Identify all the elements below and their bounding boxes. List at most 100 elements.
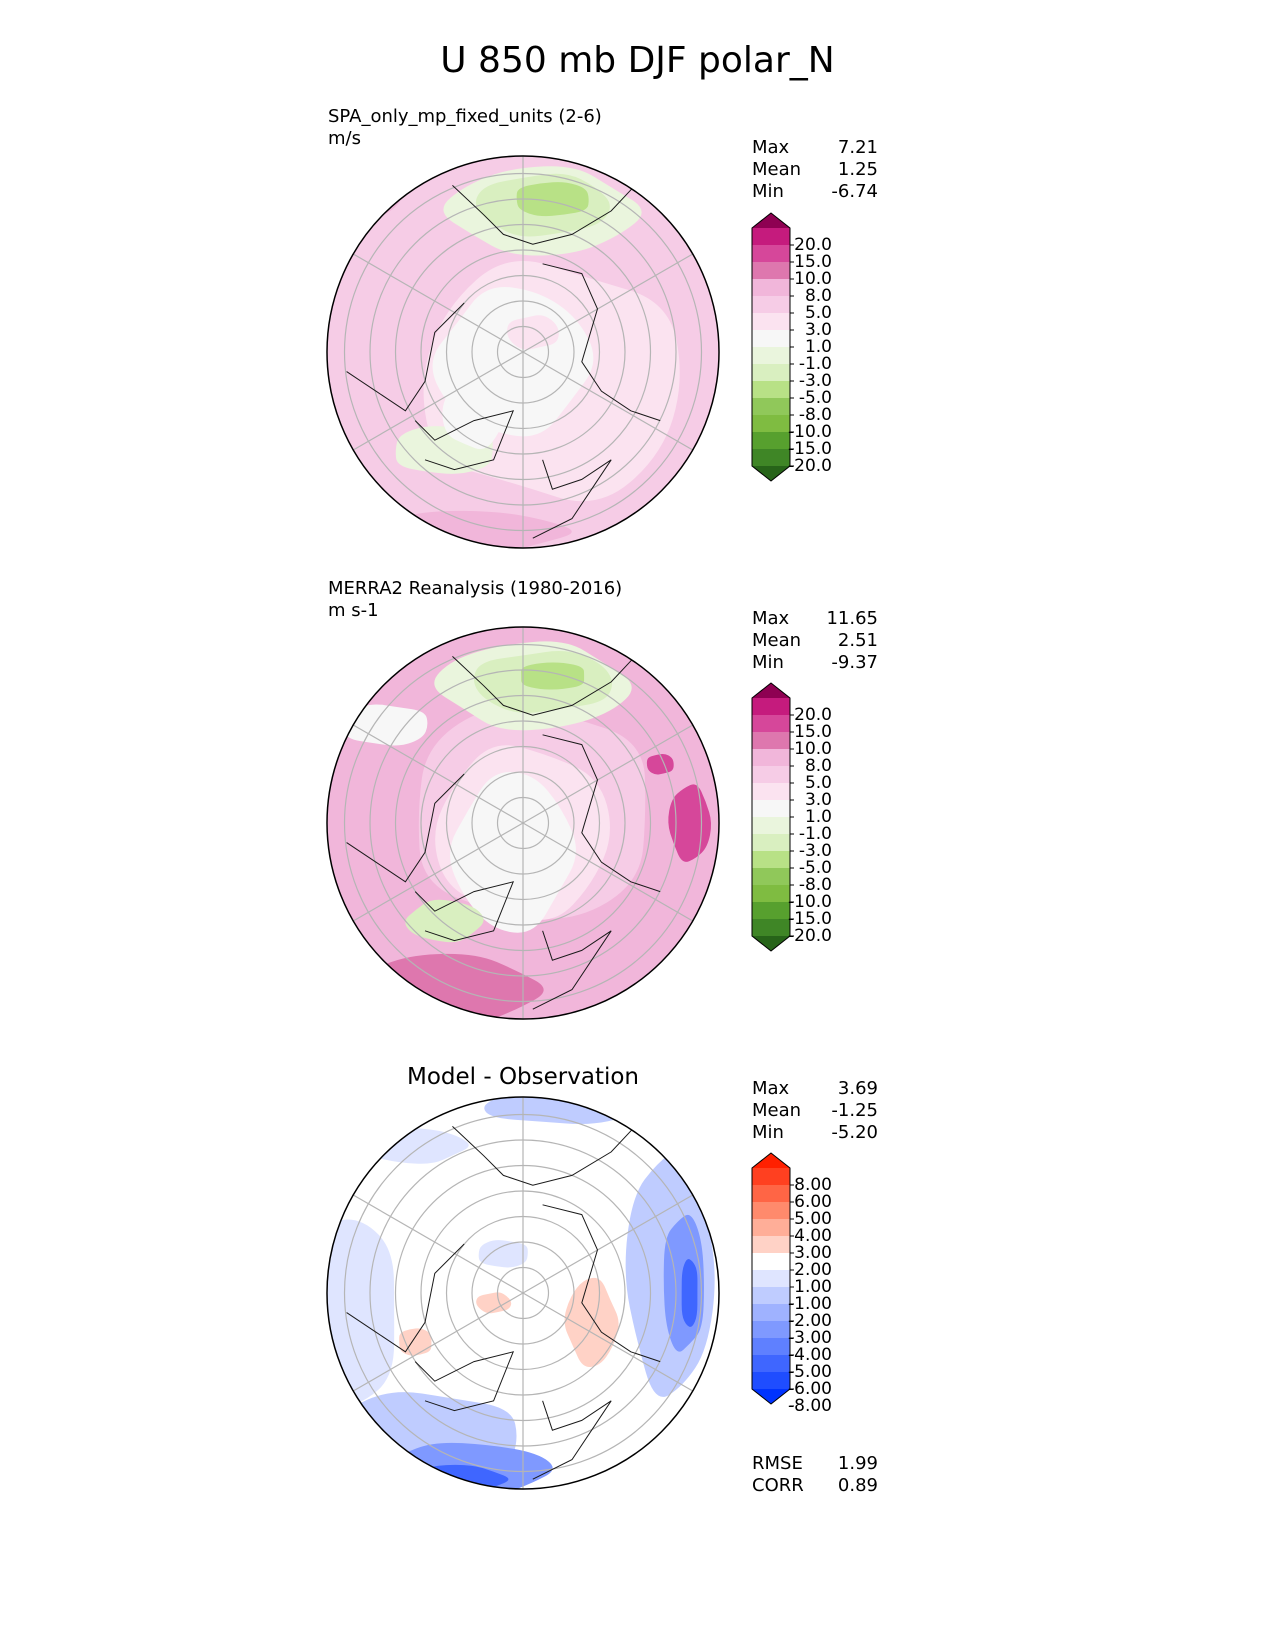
map-boundary	[326, 1096, 720, 1490]
colorbar-tick-label: 15.0	[794, 722, 832, 742]
colorbar-tick-label: 15.0	[794, 252, 832, 272]
meridian-gridline	[352, 253, 524, 353]
colorbar-tick-label: -1.0	[799, 354, 832, 374]
field-contour	[405, 899, 484, 943]
coastline	[414, 1351, 515, 1412]
field-contour	[564, 1277, 619, 1368]
colorbar-tick-label: 1.0	[805, 807, 832, 827]
colorbar-tick-label: -10.0	[788, 422, 832, 442]
colorbar-segment	[752, 919, 790, 937]
stat-min-value: -5.20	[831, 1122, 878, 1143]
colorbar-tick-label: -3.0	[799, 841, 832, 861]
meridian-gridline	[522, 351, 694, 451]
colorbar-extend-top	[752, 1153, 790, 1168]
field-contour	[646, 753, 674, 775]
colorbar-segment	[752, 364, 790, 382]
coastline	[532, 1400, 612, 1480]
panel-1-name: SPA_only_mp_fixed_units (2-6)	[328, 106, 602, 127]
colorbar-segment	[752, 279, 790, 297]
colorbar-segment	[752, 732, 790, 750]
colorbar-extend-bottom	[752, 936, 790, 951]
panel-2-title: MERRA2 Reanalysis (1980-2016) m s-1	[328, 578, 622, 622]
colorbar-3: 8.006.005.004.003.002.001.00-1.00-2.00-3…	[751, 1152, 832, 1416]
stat-min-value: -6.74	[831, 181, 878, 202]
colorbar-segment	[752, 245, 790, 263]
colorbar-tick-label: -10.0	[788, 892, 832, 912]
colorbar-segment	[752, 1372, 790, 1390]
map-boundary	[326, 155, 720, 549]
stat-min-label: Min	[752, 1122, 784, 1143]
field-contour	[478, 1240, 528, 1268]
colorbar-segment	[752, 1236, 790, 1254]
coastline	[532, 459, 612, 539]
stat-max-label: Max	[752, 608, 790, 629]
colorbar-segment	[752, 800, 790, 818]
colorbar-tick-label: 1.00	[794, 1277, 832, 1297]
colorbar-tick-label: 2.00	[794, 1260, 832, 1280]
field-contour	[343, 704, 428, 746]
stat-mean-label: Mean	[752, 159, 802, 180]
coastline	[542, 734, 661, 893]
colorbar-segment	[752, 313, 790, 331]
meridian-gridline	[522, 253, 694, 353]
colorbar-tick-label: -5.00	[788, 1362, 832, 1382]
colorbar-tick-label: -8.0	[799, 875, 832, 895]
colorbar-tick-label: -20.0	[788, 456, 832, 476]
field-contour	[516, 182, 589, 217]
colorbar-segment	[752, 432, 790, 450]
colorbar-segment	[752, 1185, 790, 1203]
coastline	[452, 1120, 641, 1186]
colorbar-segment	[752, 749, 790, 767]
map-panel-3	[326, 1096, 720, 1490]
meridian-gridline	[352, 1194, 524, 1294]
meridian-gridline	[352, 822, 524, 922]
field-contour	[681, 1259, 698, 1327]
colorbar-tick-label: 5.0	[805, 303, 832, 323]
colorbar-tick-label: 6.00	[794, 1192, 832, 1212]
stat-min-label: Min	[752, 652, 784, 673]
colorbar-segment	[752, 296, 790, 314]
field-contour	[521, 662, 585, 690]
colorbar-segment	[752, 817, 790, 835]
field-contour	[507, 315, 559, 350]
colorbar-segment	[752, 262, 790, 280]
colorbar-segment	[752, 1321, 790, 1339]
colorbar-extend-bottom	[752, 1389, 790, 1404]
colorbar-tick-label: 4.00	[794, 1226, 832, 1246]
colorbar-tick-label: -4.00	[788, 1345, 832, 1365]
coastline	[532, 930, 612, 1010]
colorbar-segment	[752, 715, 790, 733]
corr-label: CORR	[752, 1475, 804, 1496]
colorbar-segment	[752, 398, 790, 416]
colorbar-segment	[752, 1355, 790, 1373]
colorbar-segment	[752, 347, 790, 365]
rmse-value: 1.99	[837, 1453, 878, 1474]
colorbar-segment	[752, 228, 790, 246]
panel-2-units: m s-1	[328, 600, 379, 621]
stat-max-label: Max	[752, 1078, 790, 1099]
stat-min-value: -9.37	[831, 652, 878, 673]
panel-1-units: m/s	[328, 128, 361, 149]
colorbar-segment	[752, 1202, 790, 1220]
colorbar-tick-label: 8.00	[794, 1175, 832, 1195]
meridian-gridline	[352, 351, 524, 451]
colorbar-tick-label: 20.0	[794, 705, 832, 725]
coastline	[542, 263, 661, 422]
colorbar-tick-label: -20.0	[788, 926, 832, 946]
colorbar-segment	[752, 834, 790, 852]
panel-3-title: Model - Observation	[406, 1064, 640, 1090]
colorbar-tick-label: -3.0	[799, 371, 832, 391]
colorbar-tick-label: 10.0	[794, 269, 832, 289]
colorbar-segment	[752, 698, 790, 716]
colorbar-segment	[752, 885, 790, 903]
colorbar-segment	[752, 415, 790, 433]
colorbar-tick-label: 3.0	[805, 320, 832, 340]
colorbar-tick-label: -3.00	[788, 1328, 832, 1348]
meridian-gridline	[352, 1292, 524, 1392]
colorbar-segment	[752, 851, 790, 869]
map-panel-2	[326, 626, 720, 1020]
coastline	[346, 302, 465, 412]
colorbar-tick-label: -8.00	[788, 1396, 832, 1416]
colorbar-segment	[752, 1253, 790, 1271]
